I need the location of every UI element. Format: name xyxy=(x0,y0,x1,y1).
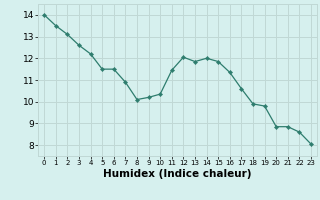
X-axis label: Humidex (Indice chaleur): Humidex (Indice chaleur) xyxy=(103,169,252,179)
